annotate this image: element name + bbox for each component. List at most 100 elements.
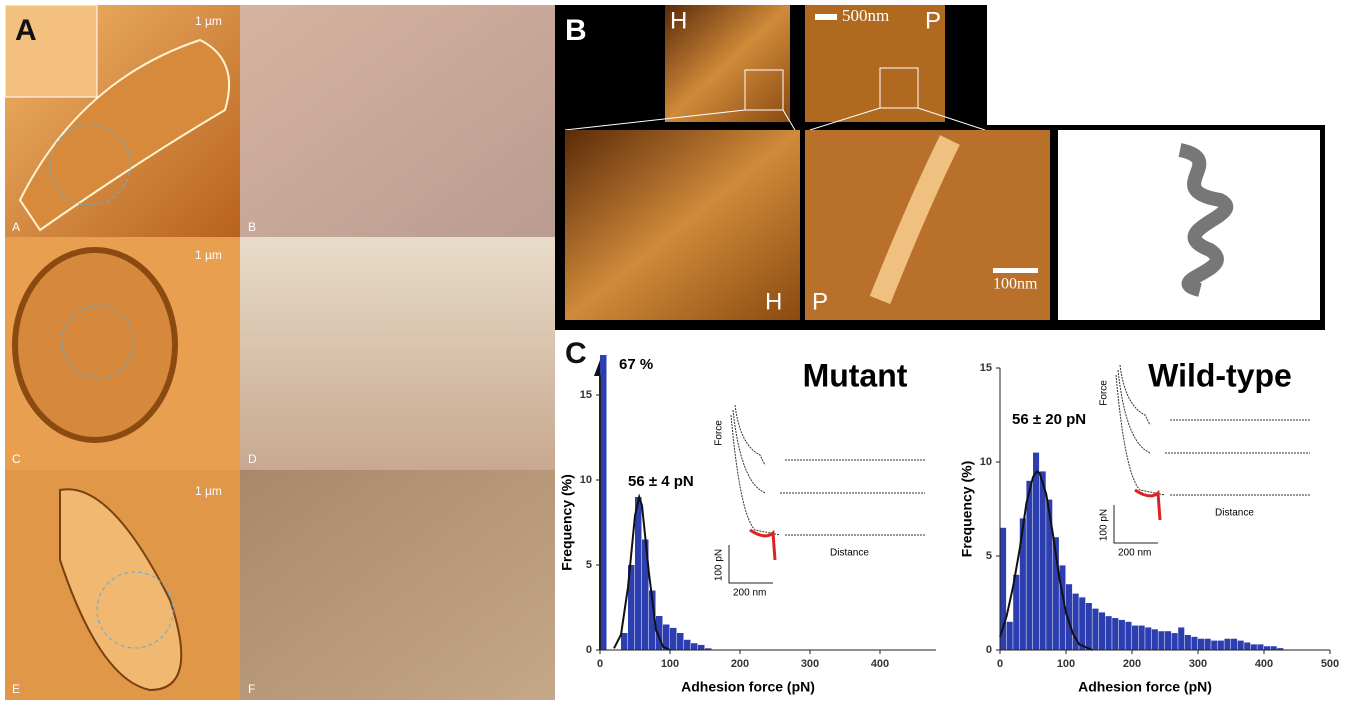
afm-image bbox=[805, 5, 945, 122]
force-curve bbox=[1119, 364, 1310, 426]
x-tick-label: 100 bbox=[1057, 658, 1075, 670]
bar bbox=[1165, 631, 1172, 650]
x-tick-label: 0 bbox=[597, 658, 603, 670]
cell bbox=[59, 488, 183, 692]
bar bbox=[1237, 640, 1244, 650]
y-axis-label: Frequency (%) bbox=[959, 461, 975, 557]
plot bbox=[600, 355, 712, 650]
bar bbox=[698, 644, 705, 650]
bar bbox=[1211, 640, 1218, 650]
fit-label: 56 ± 4 pN bbox=[628, 473, 694, 490]
bar bbox=[1145, 627, 1152, 650]
sub-label: F bbox=[248, 682, 255, 696]
afm-3d bbox=[240, 5, 555, 237]
bar bbox=[691, 643, 698, 650]
x-tick-label: 0 bbox=[997, 658, 1003, 670]
scale-label: 1 µm bbox=[195, 484, 222, 498]
y-tick-label: 15 bbox=[580, 389, 592, 401]
force-curve bbox=[730, 414, 925, 536]
bar bbox=[1112, 618, 1119, 650]
x-axis-label: Adhesion force (pN) bbox=[681, 679, 815, 695]
bar bbox=[642, 539, 649, 650]
scale-label: 1 µm bbox=[195, 248, 222, 262]
image-label: P bbox=[812, 288, 828, 315]
bar bbox=[1231, 638, 1238, 650]
force-curve bbox=[1117, 369, 1310, 454]
bar bbox=[1000, 527, 1007, 650]
inset-label: 100 pN bbox=[714, 549, 725, 581]
bar bbox=[1178, 627, 1185, 650]
bar bbox=[663, 624, 670, 650]
bar bbox=[1059, 565, 1066, 650]
afm-3d bbox=[240, 237, 555, 470]
afm-image bbox=[665, 5, 790, 122]
force-curve bbox=[1115, 374, 1310, 496]
region bbox=[96, 571, 174, 649]
bar bbox=[1019, 518, 1026, 650]
bar bbox=[635, 497, 642, 650]
bar bbox=[1013, 574, 1020, 650]
bar bbox=[621, 633, 628, 650]
x-tick-label: 200 bbox=[731, 658, 749, 670]
chart-label: Mutant bbox=[803, 357, 908, 393]
fiber bbox=[869, 135, 960, 305]
bar bbox=[628, 565, 635, 650]
bar bbox=[1118, 619, 1125, 650]
panel-b: B H P 500nm H P 100nm bbox=[555, 5, 1325, 330]
bar bbox=[656, 616, 663, 650]
zoom-line bbox=[564, 107, 986, 131]
bar bbox=[1046, 499, 1053, 650]
bar bbox=[1250, 644, 1257, 650]
image-label: P bbox=[925, 7, 941, 34]
inset: Force Distance 100 pN 200 nm bbox=[714, 404, 925, 599]
force-curve bbox=[732, 409, 925, 494]
inset-label: Force bbox=[714, 420, 725, 446]
bar bbox=[1217, 640, 1224, 650]
bar bbox=[1277, 648, 1284, 650]
bar bbox=[649, 590, 656, 650]
inset-label: Distance bbox=[830, 548, 869, 559]
bar bbox=[677, 633, 684, 650]
x-tick-label: 300 bbox=[801, 658, 819, 670]
y-tick-label: 0 bbox=[986, 644, 992, 656]
panel-letter: C bbox=[565, 337, 587, 370]
x-tick-label: 400 bbox=[1255, 658, 1273, 670]
scale-label: 1 µm bbox=[195, 14, 222, 28]
y-tick-label: 15 bbox=[980, 362, 992, 374]
zoom-box bbox=[879, 67, 919, 109]
scale-label: 500nm bbox=[842, 6, 889, 25]
bar bbox=[1066, 584, 1073, 650]
fit-label: 56 ± 20 pN bbox=[1012, 411, 1086, 428]
zoom-box bbox=[744, 69, 784, 111]
bar bbox=[1158, 631, 1165, 650]
afm-3d bbox=[240, 470, 555, 700]
inset-label: 100 pN bbox=[1099, 509, 1110, 541]
inset-label: Distance bbox=[1215, 508, 1254, 519]
sub-label: E bbox=[12, 682, 20, 696]
bar bbox=[1244, 642, 1251, 650]
inset-label: Force bbox=[1099, 380, 1110, 406]
panel-letter: B bbox=[565, 14, 587, 47]
bar bbox=[1224, 638, 1231, 650]
scale-bar bbox=[815, 14, 837, 20]
sub-label: C bbox=[12, 452, 21, 466]
afm-image bbox=[565, 130, 800, 320]
region bbox=[61, 305, 135, 379]
helix bbox=[1178, 143, 1234, 297]
bar bbox=[1026, 480, 1033, 650]
bar bbox=[1072, 593, 1079, 650]
bar bbox=[1006, 621, 1013, 650]
scale-bar bbox=[993, 268, 1038, 273]
scale-label: 100nm bbox=[993, 276, 1038, 293]
cell bbox=[12, 247, 178, 443]
sub-label: A bbox=[12, 220, 20, 234]
bar bbox=[1132, 625, 1139, 650]
bar bbox=[705, 648, 712, 650]
bar bbox=[1171, 633, 1178, 650]
fit-curve bbox=[999, 470, 1093, 651]
sub-label: B bbox=[248, 220, 256, 234]
bar bbox=[600, 355, 607, 650]
y-axis-label: Frequency (%) bbox=[559, 474, 575, 570]
